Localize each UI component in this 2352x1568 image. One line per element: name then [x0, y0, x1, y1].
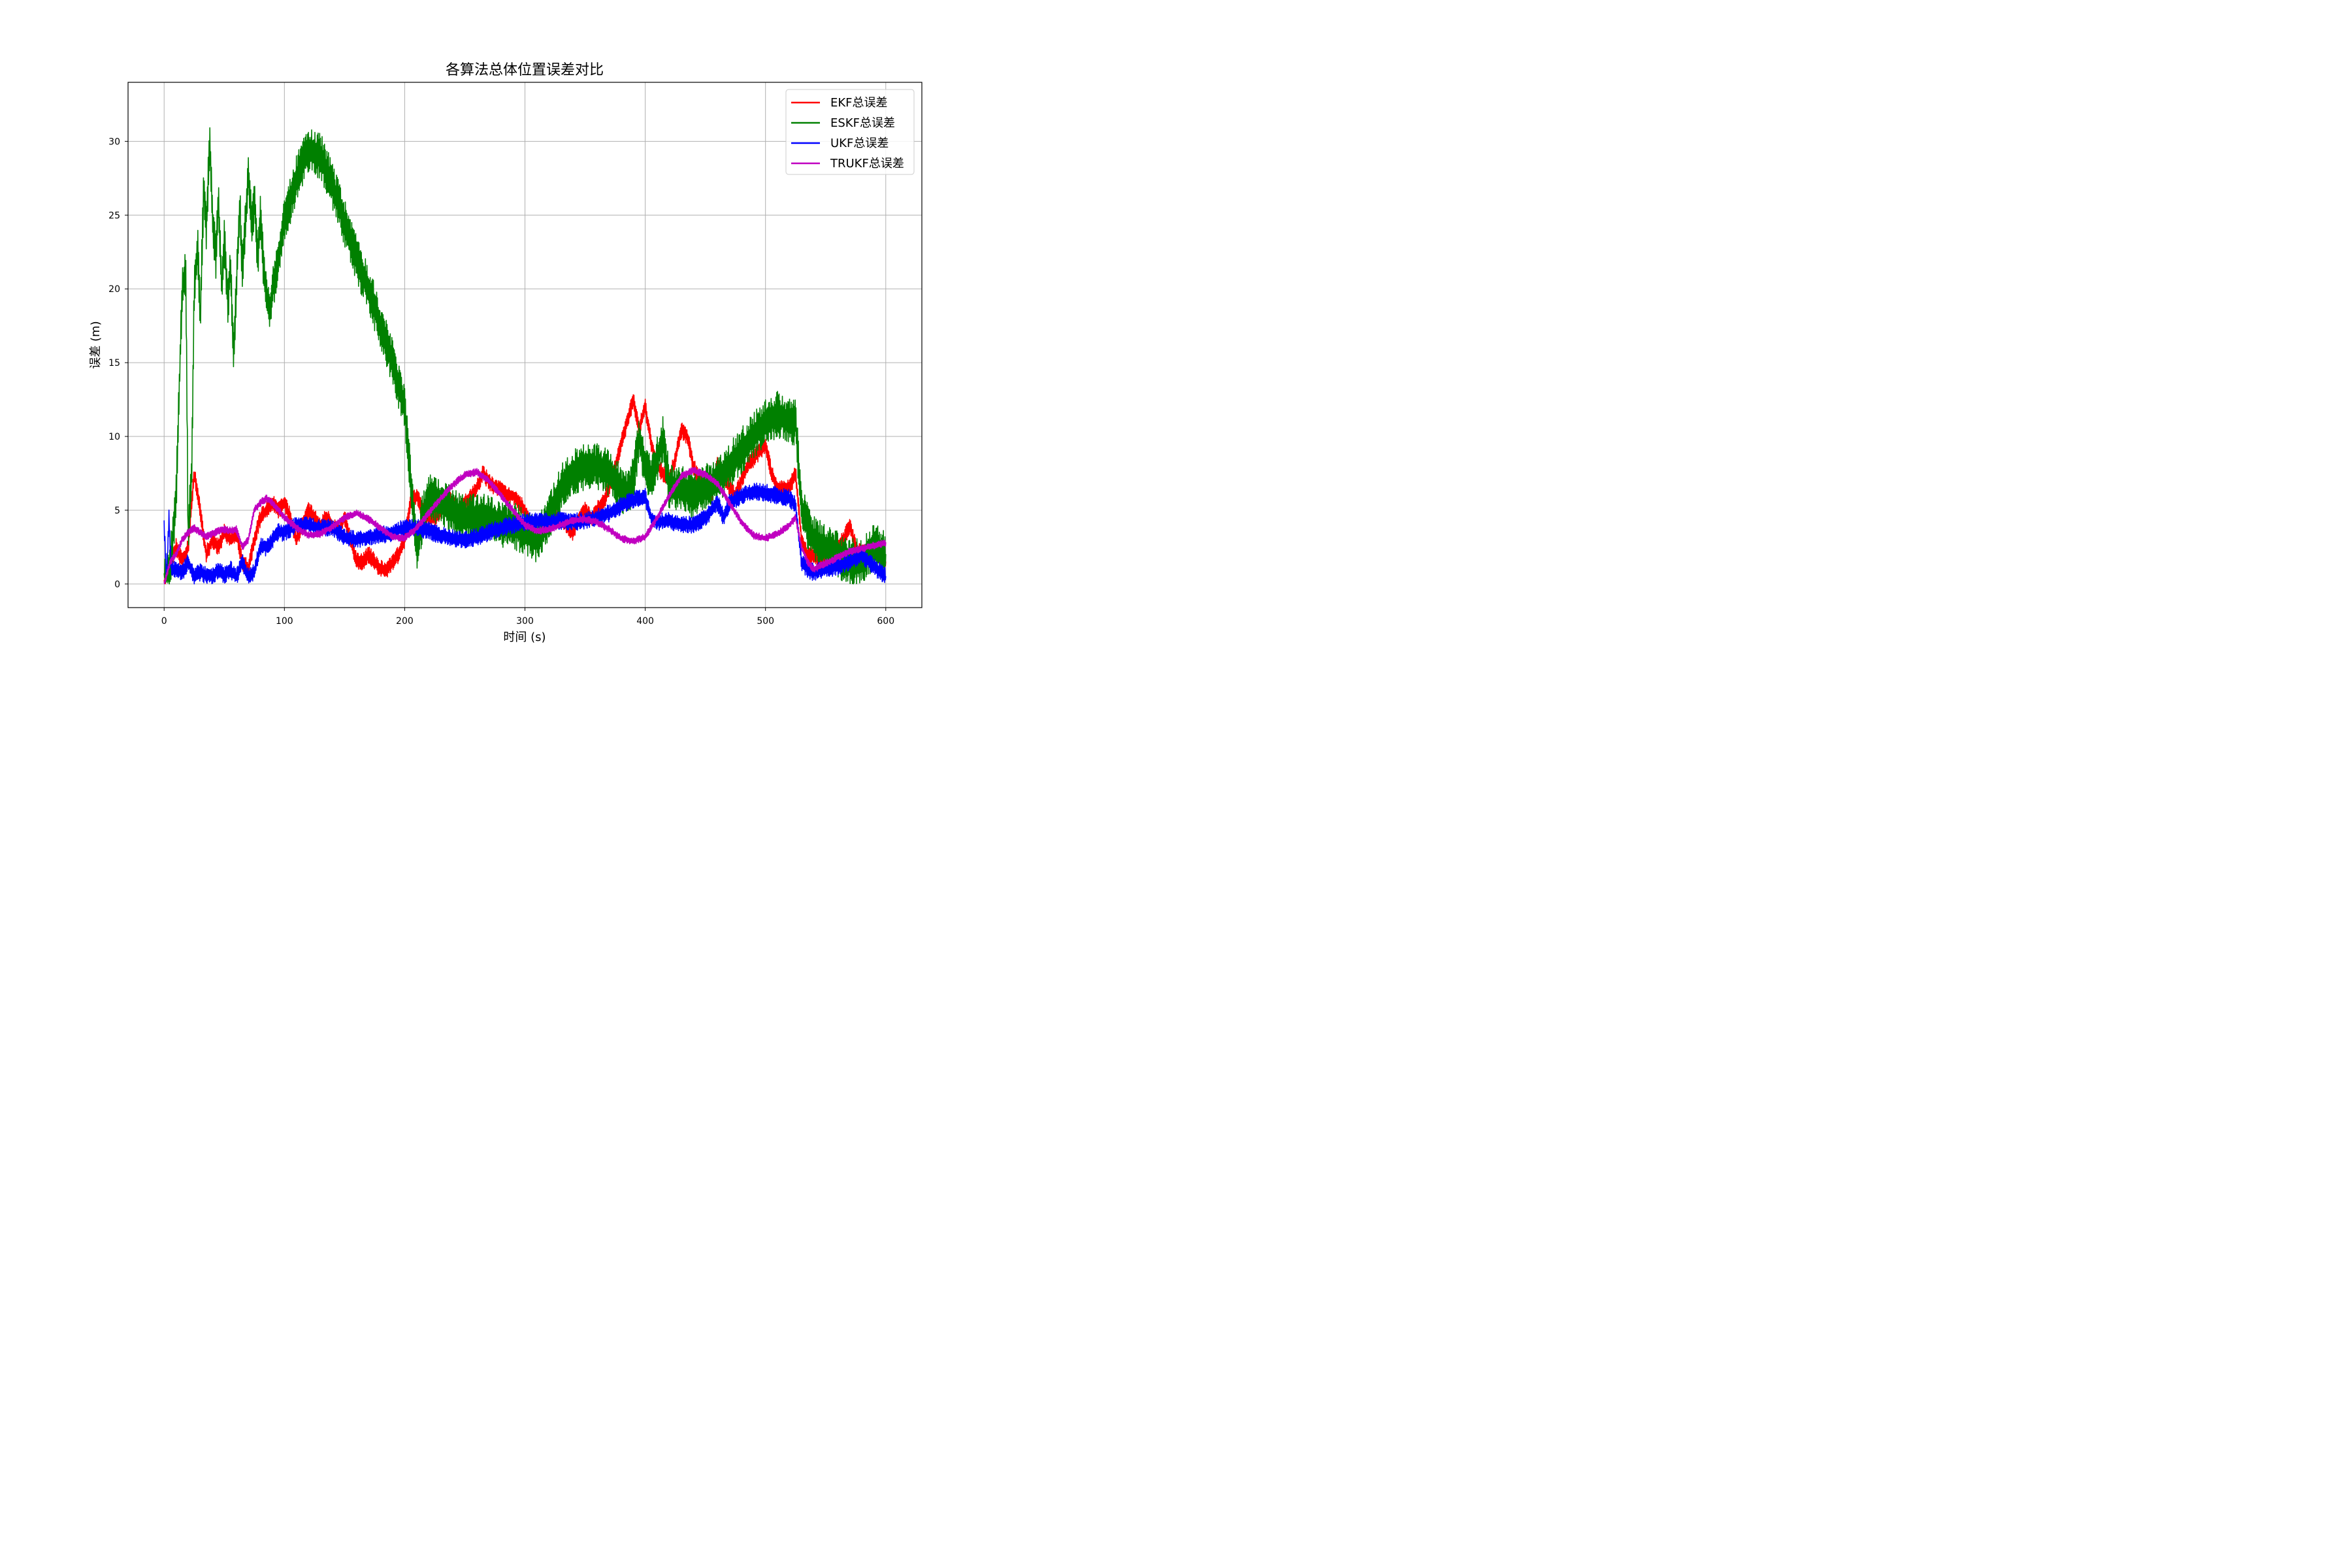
axis-ticks: 0 100 200 300 400 500 600 0 5 10 15 20 25 30	[108, 137, 894, 627]
x-tick-label: 0	[161, 616, 167, 627]
y-tick-label: 5	[114, 506, 120, 516]
y-tick-label: 0	[114, 580, 120, 590]
legend-label-2: UKF总误差	[830, 137, 889, 150]
x-tick-label: 300	[516, 616, 534, 627]
y-tick-label: 25	[108, 210, 120, 221]
series-line-0	[163, 394, 887, 585]
legend: EKF总误差 ESKF总误差 UKF总误差 TRUKF总误差	[785, 89, 915, 175]
chart-title: 各算法总体位置误差对比	[446, 62, 604, 78]
legend-box	[785, 89, 915, 175]
series-line-3	[163, 466, 887, 585]
y-tick-label: 20	[108, 284, 120, 295]
y-tick-label: 10	[108, 432, 120, 442]
series-layer	[163, 127, 887, 585]
y-axis-label: 误差 (m)	[89, 321, 103, 368]
y-tick-label: 15	[108, 358, 120, 368]
legend-label-3: TRUKF总误差	[830, 157, 904, 171]
x-tick-label: 500	[757, 616, 774, 627]
x-tick-label: 400	[636, 616, 654, 627]
series-line-1	[163, 127, 887, 585]
series-line-2	[163, 482, 887, 585]
legend-label-1: ESKF总误差	[830, 116, 895, 130]
x-tick-label: 200	[396, 616, 414, 627]
x-tick-label: 600	[877, 616, 894, 627]
legend-label-0: EKF总误差	[830, 96, 888, 110]
x-tick-label: 100	[276, 616, 293, 627]
x-axis-label: 时间 (s)	[503, 630, 546, 644]
y-tick-label: 30	[108, 137, 120, 147]
chart-figure: 0 100 200 300 400 500 600 0 5 10 15 20 25 30 各算法总体位置误…	[0, 0, 1010, 686]
